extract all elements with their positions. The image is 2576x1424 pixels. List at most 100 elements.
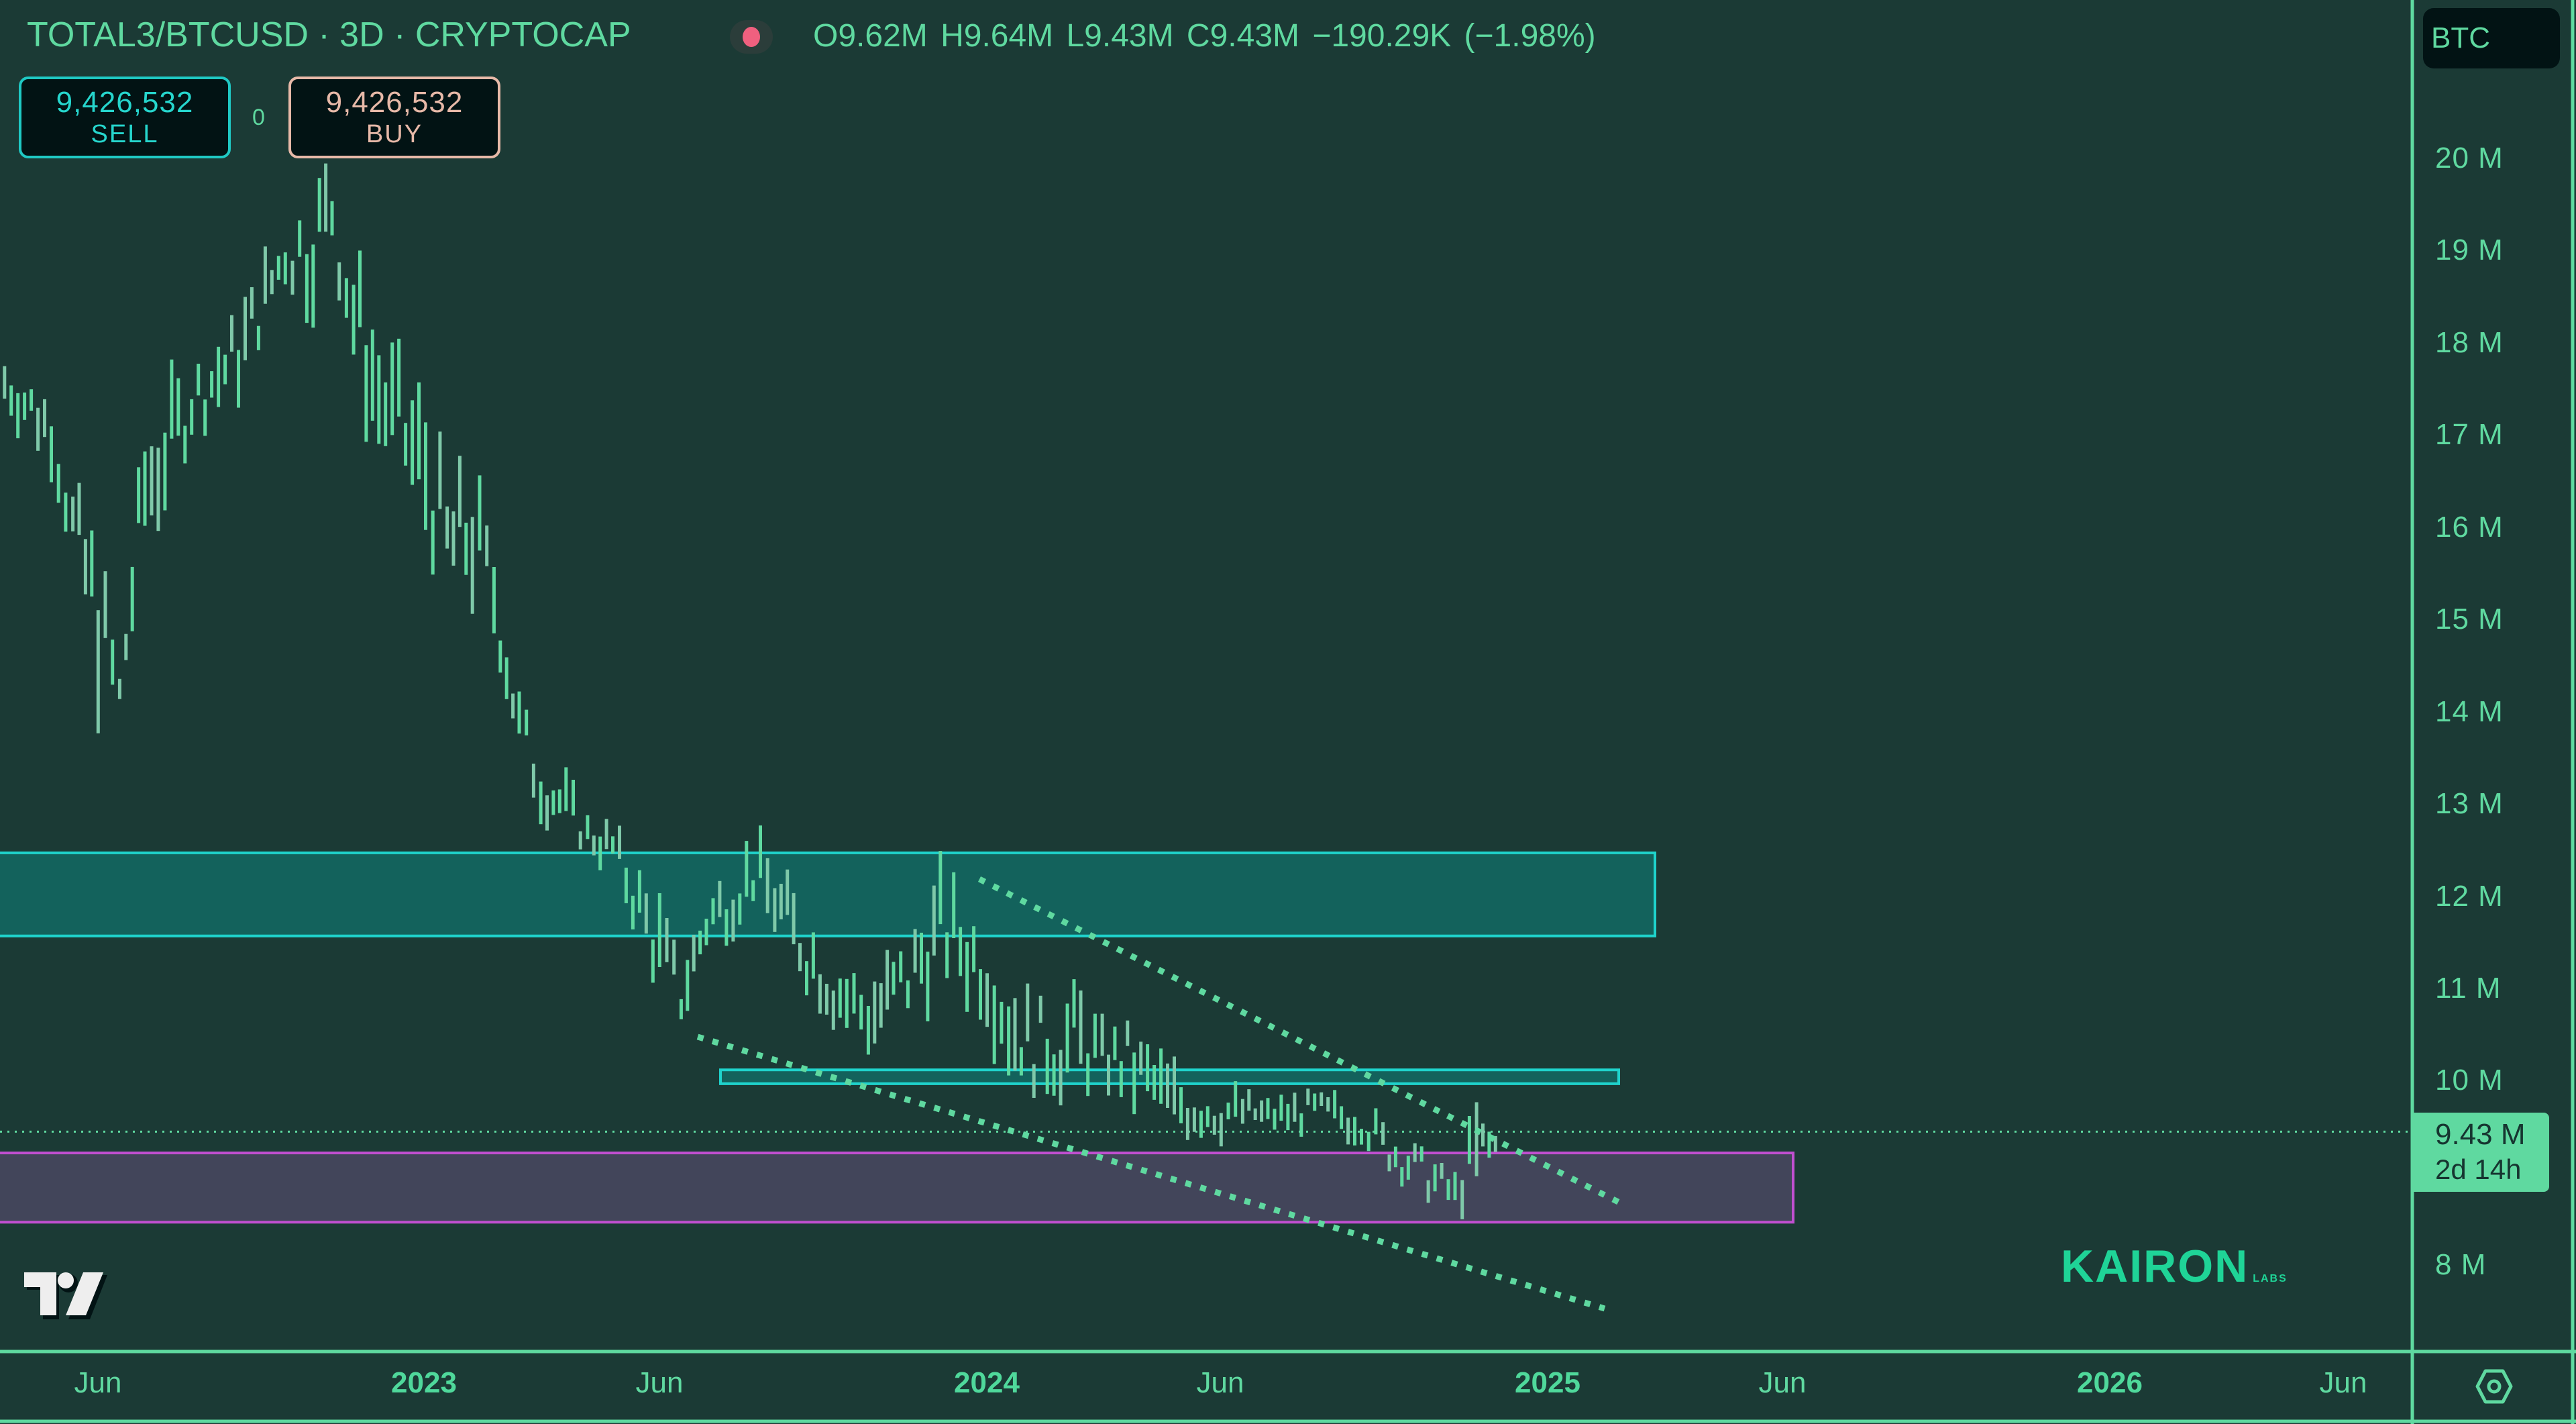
sell-button[interactable]: 9,426,532 SELL	[19, 77, 231, 158]
price-bar	[1032, 1064, 1036, 1098]
price-bar	[96, 610, 100, 733]
price-bar	[404, 423, 408, 466]
price-bar	[64, 493, 68, 532]
price-bar	[1487, 1131, 1491, 1158]
bar-countdown: 2d 14h	[2435, 1154, 2522, 1185]
price-bar	[1286, 1103, 1290, 1131]
price-bar	[932, 885, 936, 956]
price-bar	[992, 985, 996, 1064]
price-axis-label: 17 M	[2435, 418, 2504, 451]
resistance-zone[interactable]	[0, 851, 1656, 937]
price-bar	[9, 385, 13, 416]
price-bar	[270, 270, 274, 295]
sell-label: SELL	[91, 120, 159, 148]
price-bar	[879, 983, 883, 1028]
buy-button[interactable]: 9,426,532 BUY	[288, 77, 500, 158]
last-price-tag[interactable]: 9.43 M 2d 14h	[2414, 1113, 2549, 1192]
upper-trendline[interactable]	[977, 876, 1625, 1208]
time-axis-label: 2026	[2077, 1366, 2143, 1399]
price-bar	[531, 763, 535, 798]
price-bar	[972, 926, 976, 972]
price-bar	[651, 939, 655, 983]
price-bar	[1146, 1044, 1150, 1092]
price-bar	[478, 475, 482, 551]
price-bar	[1119, 1061, 1123, 1097]
price-bar	[805, 961, 808, 996]
watermark-sub: LABS	[2253, 1273, 2288, 1284]
price-bar	[598, 836, 602, 870]
lower-trendline[interactable]	[696, 1033, 1606, 1312]
price-bar	[417, 382, 421, 480]
price-bar	[926, 952, 930, 1021]
price-bar	[1360, 1129, 1363, 1145]
price-bar	[1100, 1013, 1104, 1056]
price-axis-label: 15 M	[2435, 603, 2504, 635]
price-bar	[1460, 1180, 1464, 1219]
price-bar	[1413, 1143, 1417, 1162]
price-bar	[866, 1006, 870, 1055]
price-bar	[718, 880, 722, 917]
price-bar	[384, 382, 388, 446]
price-bar	[1000, 1001, 1004, 1044]
price-bar	[959, 927, 963, 976]
price-bar	[724, 909, 729, 946]
price-bar	[1240, 1099, 1244, 1124]
price-bar	[692, 935, 696, 972]
price-bar	[317, 178, 321, 232]
price-bar	[831, 990, 835, 1030]
price-bar	[786, 869, 790, 915]
price-bar	[176, 378, 180, 436]
price-bar	[773, 888, 777, 932]
price-bar	[1381, 1122, 1385, 1145]
price-bar	[920, 932, 923, 984]
price-bar	[1199, 1111, 1203, 1138]
price-bar	[686, 960, 690, 1011]
symbol-title[interactable]: TOTAL3/BTCUSD · 3D · CRYPTOCAP	[27, 15, 631, 54]
price-bar	[256, 325, 260, 350]
price-bar	[498, 640, 502, 673]
price-bar	[1159, 1048, 1163, 1104]
price-bar	[237, 350, 240, 408]
tradingview-logo-icon[interactable]	[24, 1272, 107, 1327]
price-bar	[657, 893, 661, 967]
price-bar	[3, 366, 7, 399]
narrow-resistance-band[interactable]	[719, 1068, 1620, 1085]
price-bar	[1299, 1113, 1303, 1137]
price-bar	[1026, 983, 1030, 1041]
price-bar	[390, 342, 394, 436]
support-zone[interactable]	[0, 1152, 1794, 1224]
price-bar	[731, 899, 735, 942]
price-bar	[163, 432, 167, 511]
price-bar	[1013, 998, 1017, 1071]
price-bar	[759, 825, 762, 878]
price-axis-label: 10 M	[2435, 1064, 2504, 1097]
market-status-dot-icon	[743, 27, 760, 47]
price-bar	[377, 355, 381, 444]
price-bar	[738, 893, 742, 925]
price-bar	[130, 566, 134, 631]
price-bar	[298, 220, 302, 257]
price-bar	[1079, 990, 1083, 1064]
price-bar	[611, 836, 614, 854]
settings-hex-icon[interactable]	[2475, 1369, 2513, 1407]
price-bar	[344, 278, 348, 318]
price-bar	[397, 338, 401, 417]
price-bar	[525, 709, 529, 735]
price-bar	[1166, 1063, 1169, 1108]
price-bar	[330, 201, 334, 236]
price-bar	[1446, 1179, 1450, 1201]
price-bar	[431, 510, 435, 575]
price-bar	[1400, 1167, 1404, 1187]
price-bar	[124, 633, 128, 660]
price-bar	[1132, 1052, 1136, 1115]
time-axis-label: 2025	[1515, 1366, 1580, 1399]
price-bar	[1234, 1081, 1238, 1117]
currency-selector[interactable]: BTC	[2423, 8, 2560, 68]
price-bar	[1419, 1146, 1424, 1162]
price-bar	[779, 884, 783, 919]
price-bar	[1293, 1092, 1297, 1122]
price-bar	[1038, 995, 1042, 1023]
price-bar	[551, 790, 555, 815]
